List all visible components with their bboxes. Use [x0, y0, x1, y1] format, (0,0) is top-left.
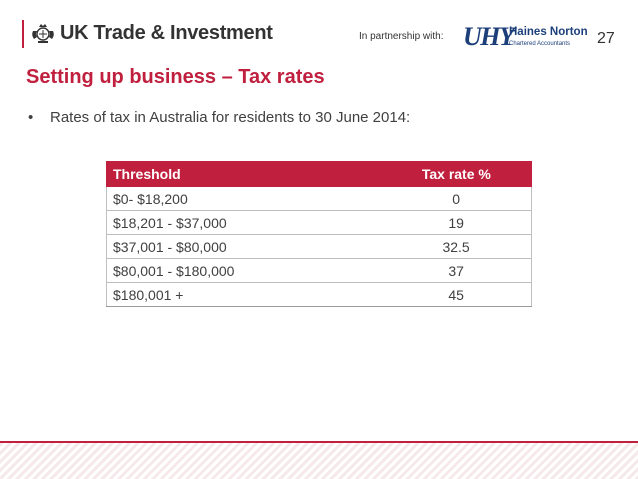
- tax-rate-cell: 19: [381, 210, 533, 235]
- bullet-dot-icon: •: [28, 109, 34, 126]
- threshold-cell: $0- $18,200: [106, 186, 382, 211]
- table-row: $0- $18,200 0: [106, 186, 533, 211]
- partner-logo: UHY Haines Norton Chartered Accountants: [457, 20, 588, 54]
- table-row: $18,201 - $37,000 19: [106, 210, 533, 235]
- brand-divider: [22, 20, 24, 48]
- threshold-cell: $80,001 - $180,000: [106, 258, 382, 283]
- brand-name: UK Trade & Investment: [60, 22, 273, 44]
- threshold-cell: $180,001 +: [106, 282, 382, 307]
- partner-logo-tagline: Chartered Accountants: [509, 41, 571, 47]
- footer-pattern: [0, 443, 638, 479]
- tax-rate-cell: 0: [381, 186, 533, 211]
- column-header-threshold: Threshold: [106, 161, 382, 187]
- tax-rates-table: Threshold Tax rate % $0- $18,200 0 $18,2…: [106, 161, 533, 307]
- page-number: 27: [597, 30, 615, 47]
- table-row: $37,001 - $80,000 32.5: [106, 234, 533, 259]
- threshold-cell: $18,201 - $37,000: [106, 210, 382, 235]
- partner-label: In partnership with:: [359, 31, 444, 42]
- bullet-point: • Rates of tax in Australia for residents…: [28, 109, 410, 126]
- partner-logo-mark: UHY: [463, 22, 515, 51]
- tax-rate-cell: 32.5: [381, 234, 533, 259]
- table-row: $80,001 - $180,000 37: [106, 258, 533, 283]
- royal-crest-icon: [32, 24, 54, 43]
- tax-rate-cell: 37: [381, 258, 533, 283]
- footer-divider: [0, 441, 638, 443]
- tax-rate-cell: 45: [381, 282, 533, 307]
- slide-title: Setting up business – Tax rates: [26, 66, 325, 88]
- table-header-row: Threshold Tax rate %: [106, 161, 533, 187]
- threshold-cell: $37,001 - $80,000: [106, 234, 382, 259]
- slide-header: UK Trade & Investment In partnership wit…: [0, 0, 638, 62]
- bullet-text: Rates of tax in Australia for residents …: [50, 109, 411, 126]
- column-header-tax-rate: Tax rate %: [380, 161, 533, 187]
- table-row: $180,001 + 45: [106, 282, 533, 307]
- partner-logo-name: Haines Norton: [509, 26, 588, 38]
